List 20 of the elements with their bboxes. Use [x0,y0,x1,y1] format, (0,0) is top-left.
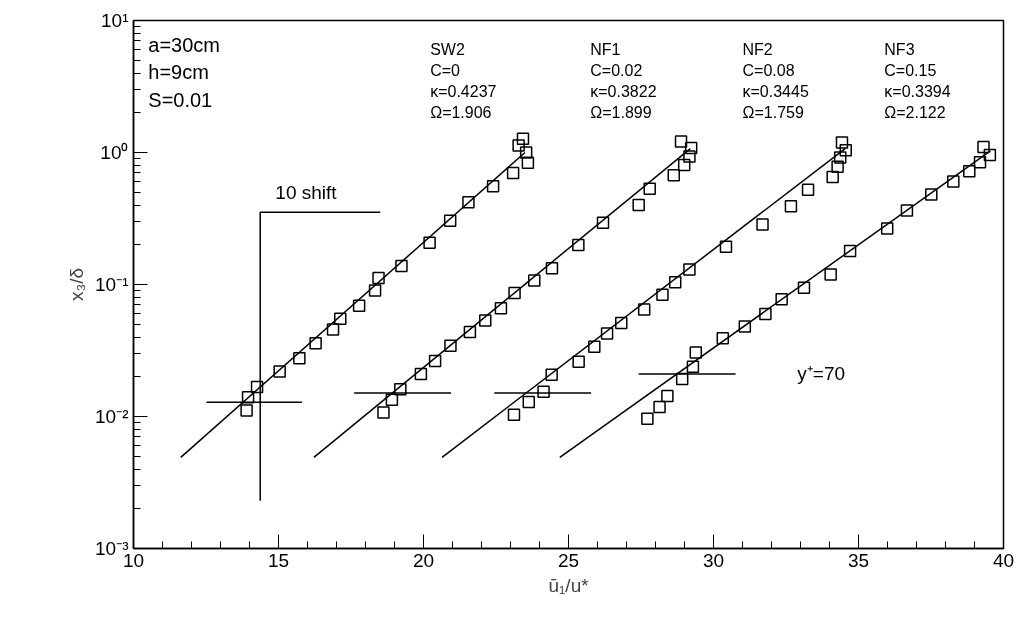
y-tick-label: 10⁻¹ [95,274,129,295]
x-tick-label: 35 [847,549,870,571]
x-axis-title: ū₁/u* [548,574,590,596]
annotation: NF2 C=0.08 κ=0.3445 Ω=1.759 [742,40,809,122]
annotation: a=30cm h=9cm S=0.01 [148,33,221,111]
annotation: SW2 C=0 κ=0.4237 Ω=1.906 [430,40,497,122]
y-tick-label: 10⁻² [95,406,129,427]
y-tick-label: 10⁰ [100,142,129,163]
annotation: 10 shift [275,182,338,204]
x-tick-label: 20 [412,549,435,571]
x-tick-label: 25 [557,549,580,571]
y-tick-label: 10¹ [101,10,129,31]
x-tick-label: 40 [992,549,1015,571]
annotation: NF1 C=0.02 κ=0.3822 Ω=1.899 [590,40,657,122]
y-axis-title: x₃/δ [66,267,88,302]
annotation: y⁺=70 [797,363,846,385]
x-tick-label: 10 [122,549,145,571]
annotation: NF3 C=0.15 κ=0.3394 Ω=2.122 [884,40,951,122]
x-tick-label: 30 [702,549,725,571]
x-tick-label: 15 [267,549,290,571]
